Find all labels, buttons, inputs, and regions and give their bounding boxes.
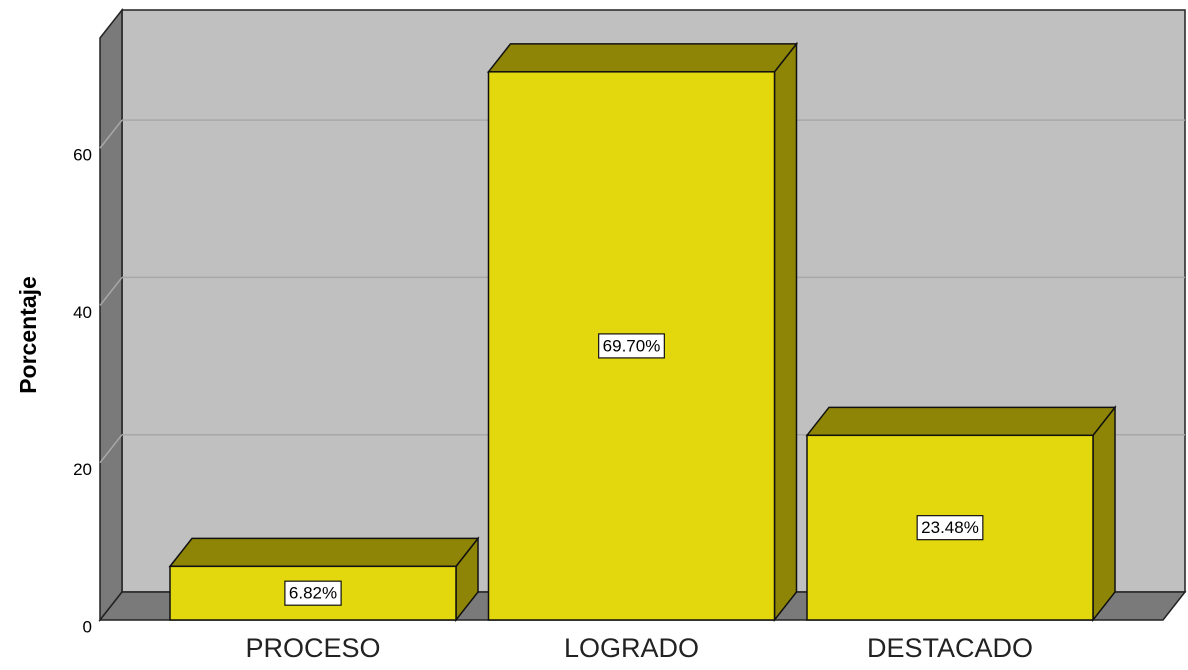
bar-top xyxy=(805,406,1117,437)
value-label-box xyxy=(598,333,665,359)
value-label: 6.82% xyxy=(289,584,337,603)
value-label-box xyxy=(284,580,342,606)
y-tick-label: 0 xyxy=(83,617,92,636)
tick-mark xyxy=(99,119,123,149)
value-label: 23.48% xyxy=(921,518,979,537)
tick-mark xyxy=(99,276,123,306)
bar-side xyxy=(773,41,798,623)
value-label-box xyxy=(916,515,984,541)
y-tick-label: 60 xyxy=(73,146,92,165)
x-tick-label: DESTACADO xyxy=(867,633,1033,663)
tick-mark xyxy=(99,434,123,464)
bar-side xyxy=(1092,405,1116,623)
x-tick-label: PROCESO xyxy=(245,633,380,663)
left-wall xyxy=(99,7,123,623)
bar-top xyxy=(168,537,480,568)
x-tick-label: LOGRADO xyxy=(564,633,699,663)
bar-top xyxy=(486,43,799,73)
y-tick-label: 40 xyxy=(73,303,92,322)
y-tick-label: 20 xyxy=(73,460,92,479)
value-label: 69.70% xyxy=(603,336,661,355)
y-axis-label: Porcentaje xyxy=(15,276,41,394)
